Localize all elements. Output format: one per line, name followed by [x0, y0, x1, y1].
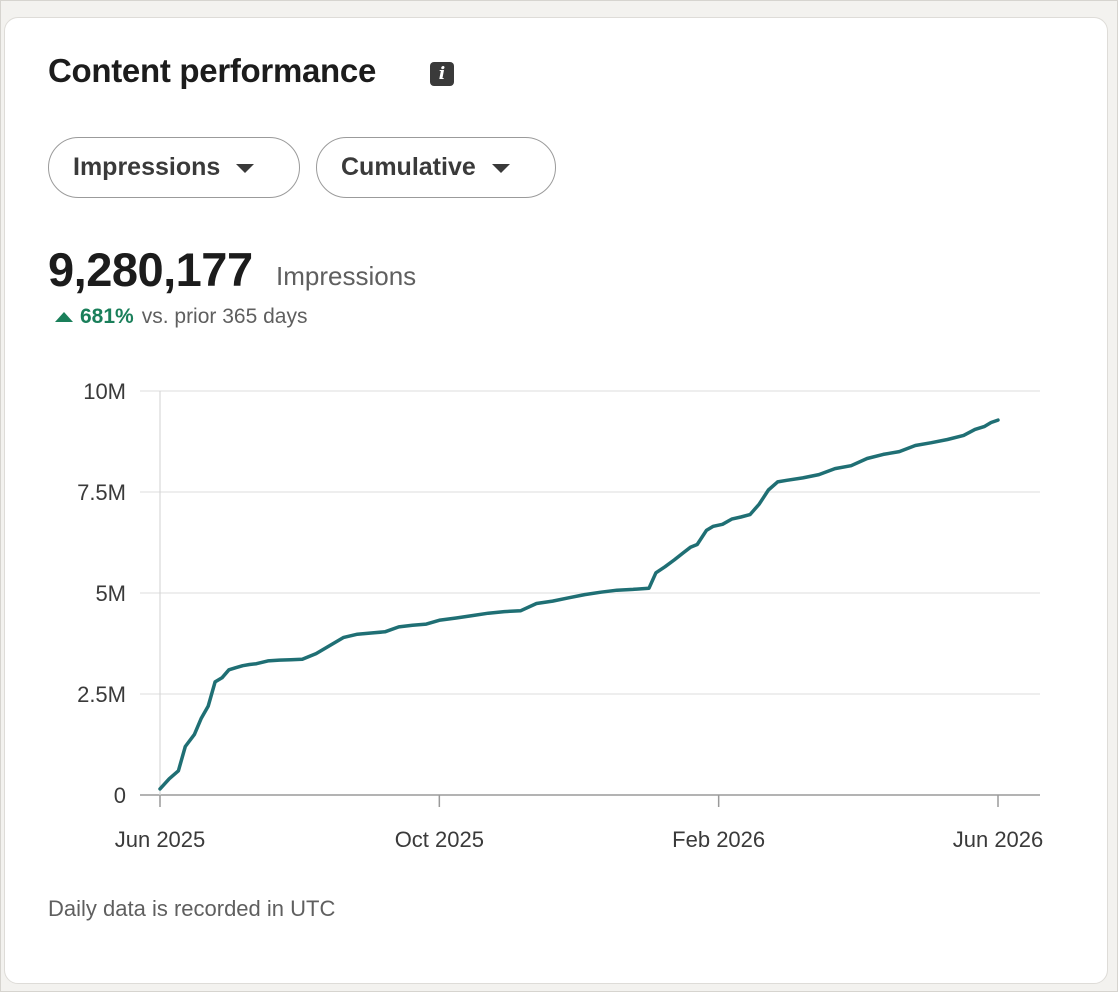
info-icon[interactable]: i [430, 62, 454, 86]
total-impressions-unit: Impressions [276, 261, 417, 291]
y-tick-label: 7.5M [77, 480, 126, 505]
metric-dropdown-label: Impressions [73, 153, 221, 181]
x-tick-label: Oct 2025 [395, 827, 484, 852]
mode-dropdown-label: Cumulative [341, 153, 476, 181]
footer-note: Daily data is recorded in UTC [48, 896, 336, 921]
impressions-line-chart: 0 2.5M 5M 7.5M 10M Jun 2025 Oct 2025 Feb 2026 Ju… [77, 379, 1044, 852]
x-tick-label: Feb 2026 [672, 827, 765, 852]
y-tick-label: 10M [83, 379, 126, 404]
change-comparison-text: vs. prior 365 days [141, 305, 308, 328]
y-tick-label: 2.5M [77, 682, 126, 707]
y-tick-label: 5M [95, 581, 126, 606]
caret-down-icon [236, 164, 255, 173]
change-indicator: 681% vs. prior 365 days [55, 305, 307, 329]
total-impressions-value: 9,280,177 [48, 243, 253, 296]
card-title: Content performance [48, 52, 377, 89]
metric-dropdown[interactable]: Impressions [48, 137, 300, 198]
change-percent: 681% [80, 305, 134, 328]
impressions-series-line [158, 418, 1000, 791]
caret-down-icon [491, 164, 510, 173]
mode-dropdown[interactable]: Cumulative [316, 137, 556, 198]
y-tick-label: 0 [114, 783, 126, 808]
x-tick-label: Jun 2026 [953, 827, 1044, 852]
x-tick-label: Jun 2025 [115, 827, 206, 852]
trend-up-icon [55, 312, 73, 322]
